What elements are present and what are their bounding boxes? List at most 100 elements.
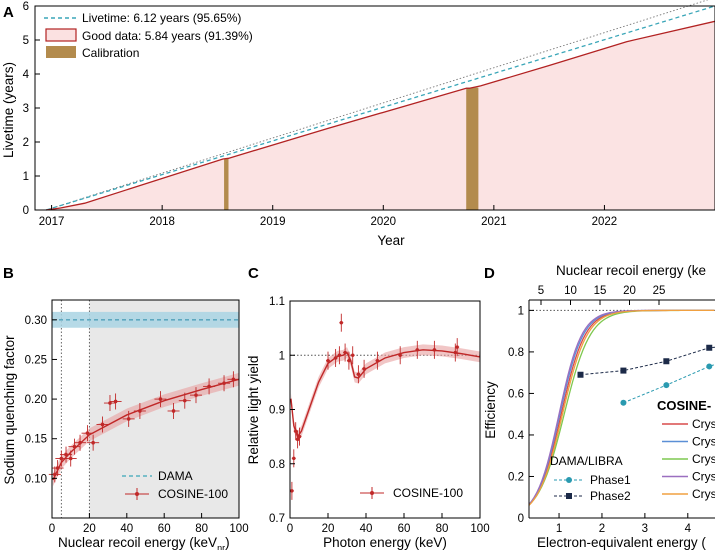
panel-b-point <box>207 384 211 389</box>
panel-c-point <box>292 456 296 461</box>
panel-c-point <box>294 429 298 433</box>
panel-label-a: A <box>3 4 14 21</box>
legend-dama: DAMA <box>158 469 193 483</box>
panel-c-point <box>375 358 380 363</box>
panel-b-point <box>100 422 105 427</box>
calibration-bar <box>466 87 479 210</box>
phase2-line <box>580 346 715 376</box>
panel-a-xtick-label: 2017 <box>39 216 65 228</box>
legend-crystal: Crys <box>692 435 715 449</box>
panel-c-xtick-label: 100 <box>470 523 489 535</box>
panel-b-ytick-label: 0.20 <box>25 394 47 406</box>
panel-d-toptick-label: 25 <box>653 285 666 297</box>
panel-d-ytick-label: 0.8 <box>508 347 524 359</box>
panel-c-point <box>290 489 294 493</box>
legend-cosine-c: COSINE-100 <box>393 486 463 500</box>
legend-dama-libra-title: DAMA/LIBRA <box>550 454 623 468</box>
legend-phase2: Phase2 <box>590 489 631 503</box>
panel-a-ytick-label: 4 <box>23 69 30 81</box>
panel-b-point <box>108 401 112 405</box>
panel-b-point <box>59 456 64 461</box>
crystal-efficiency-curve <box>528 309 715 506</box>
panel-a-ytick-label: 2 <box>23 137 29 149</box>
panel-d-legend-dama: DAMA/LIBRA Phase1 Phase2 <box>550 454 631 503</box>
panel-b-xtick-label: 80 <box>195 523 208 535</box>
panel-b-point <box>55 466 60 470</box>
panel-b-point <box>231 377 236 382</box>
phase1-point <box>663 382 670 389</box>
panel-a-xlabel: Year <box>377 233 405 248</box>
panel-label-c: C <box>248 265 259 282</box>
panel-c-point <box>415 348 419 352</box>
panel-b-point <box>85 431 90 435</box>
panel-c-point <box>295 437 300 442</box>
panel-c-point <box>297 434 302 439</box>
panel-b-point <box>91 440 95 445</box>
legend-crystal: Crys <box>692 470 715 484</box>
legend-calibration: Calibration <box>82 46 139 60</box>
panel-d-ytick-label: 1 <box>518 305 524 317</box>
legend-cosine-c-swatch-dot <box>370 491 374 495</box>
panel-a-ytick-label: 0 <box>23 205 29 217</box>
legend-crystal: Crys <box>692 417 715 431</box>
legend-calibration-swatch <box>46 46 76 58</box>
panel-b-xlabel-sub: nr <box>217 543 225 550</box>
panel-d-xlabel-top: Nuclear recoil energy (ke <box>556 263 706 278</box>
legend-crystal: Crys <box>692 452 715 466</box>
panel-b-point <box>68 456 73 461</box>
panel-c-point <box>398 353 402 357</box>
panel-c-xtick-label: 60 <box>398 523 411 535</box>
legend-cosine-b: COSINE-100 <box>158 487 228 501</box>
panel-b-ytick-label: 0.30 <box>25 315 47 327</box>
panel-d-ytick-label: 0.6 <box>508 388 524 400</box>
panel-b-point <box>158 397 163 401</box>
phase2-point <box>620 367 627 374</box>
legend-phase2-marker <box>566 493 572 499</box>
panel-c-xtick-label: 20 <box>322 523 335 535</box>
panel-label-d: D <box>484 265 495 282</box>
phase2-point <box>577 371 584 378</box>
panel-c-xtick-label: 40 <box>360 523 373 535</box>
panel-b-ytick-label: 0.10 <box>25 473 47 485</box>
panel-b: B 0 20 40 60 80 100 0.10 0.15 0.20 0.25 0.30 Sodiu… <box>2 265 249 550</box>
panel-c-point <box>351 353 355 357</box>
panel-b-xlabel: Nuclear recoil energy (keVnr) <box>58 535 230 550</box>
legend-phase1-marker <box>566 477 572 483</box>
panel-b-xtick-label: 20 <box>83 523 96 535</box>
panel-d-ylabel: Efficiency <box>483 381 498 439</box>
gooddata-area <box>46 21 715 210</box>
panel-b-legend: DAMA COSINE-100 <box>122 469 228 501</box>
phase2-point <box>706 344 713 351</box>
panel-b-point <box>194 393 198 397</box>
panel-c-ytick-label: 0.9 <box>269 405 285 417</box>
legend-livetime: Livetime: 6.12 years (95.65%) <box>82 11 241 25</box>
panel-a: A 20172018201920202021202220230123456 Li… <box>1 0 715 248</box>
legend-crystal: Crys <box>692 487 715 501</box>
panel-c-point <box>343 350 347 355</box>
panel-c-ytick-label: 1.1 <box>269 296 285 308</box>
panel-b-xlabel-end: ) <box>225 535 230 550</box>
phase1-point <box>620 399 627 406</box>
panel-a-ytick-label: 5 <box>23 35 29 47</box>
panel-c-ytick-label: 0.7 <box>269 513 285 525</box>
panel-d-toptick-label: 15 <box>594 285 607 297</box>
legend-cosine-b-swatch-dot <box>135 492 139 496</box>
panel-d: D 1 2 3 4 5 10 15 20 25 0 0.2 0.4 0.6 0.8 1 Efficiency… <box>483 263 715 550</box>
panel-b-ytick-label: 0.15 <box>25 434 47 446</box>
panel-b-ytick-label: 0.25 <box>25 354 47 366</box>
legend-gooddata: Good data: 5.84 years (91.39%) <box>82 29 253 43</box>
panel-c-xtick-label: 0 <box>287 523 293 535</box>
panel-c-point <box>455 345 459 349</box>
panel-d-xlabel: Electron-equivalent energy ( <box>537 535 706 550</box>
panel-c-point <box>362 367 366 371</box>
panel-d-ytick-label: 0 <box>518 513 524 525</box>
panel-c-ylabel: Relative light yield <box>246 356 261 465</box>
panel-c-point <box>333 356 338 360</box>
panel-a-xtick-label: 2021 <box>481 216 507 228</box>
panel-d-xtick-label: 1 <box>556 523 562 535</box>
panel-a-xtick-label: 2019 <box>260 216 286 228</box>
panel-b-point <box>171 409 176 413</box>
panel-d-legend-cosine: COSINE- Crys Crys Crys Crys Crys <box>657 398 715 501</box>
panel-b-frame <box>51 299 240 519</box>
